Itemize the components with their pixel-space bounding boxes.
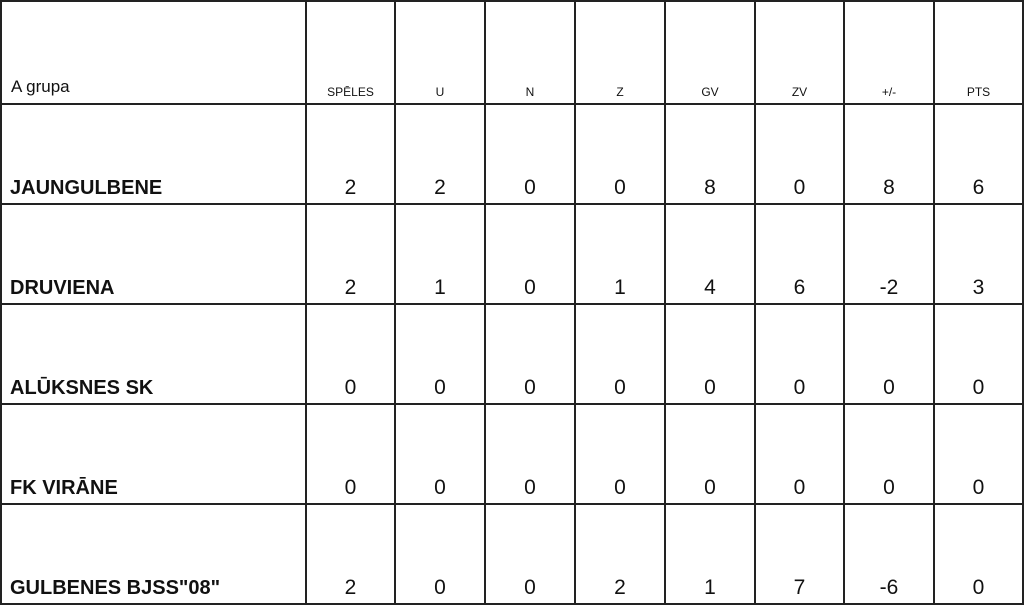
stat-cell: 1 xyxy=(664,503,756,605)
stat-cell: 2 xyxy=(574,503,666,605)
stat-cell: 0 xyxy=(484,303,576,405)
stat-cell: 0 xyxy=(574,403,666,505)
team-name: DRUVIENA xyxy=(0,203,307,305)
stat-cell: 0 xyxy=(933,403,1024,505)
stat-cell: 0 xyxy=(843,403,935,505)
stat-cell: 0 xyxy=(574,303,666,405)
team-name: ALŪKSNES SK xyxy=(0,303,307,405)
stat-cell: 0 xyxy=(754,103,845,205)
stat-cell: 0 xyxy=(484,403,576,505)
team-name: FK VIRĀNE xyxy=(0,403,307,505)
column-header-games: SPĒLES xyxy=(305,0,396,105)
table-row: GULBENES BJSS"08" 2 0 0 2 1 7 -6 0 xyxy=(0,503,1024,605)
stat-cell: 4 xyxy=(664,203,756,305)
stat-cell: 0 xyxy=(305,303,396,405)
stat-cell: 0 xyxy=(843,303,935,405)
stat-cell: 0 xyxy=(394,403,486,505)
table-row: ALŪKSNES SK 0 0 0 0 0 0 0 0 xyxy=(0,303,1024,405)
stat-cell: 0 xyxy=(754,403,845,505)
stat-cell: 8 xyxy=(843,103,935,205)
stat-cell: 2 xyxy=(305,103,396,205)
stat-cell: 3 xyxy=(933,203,1024,305)
group-label: A grupa xyxy=(0,0,307,105)
stat-cell: 0 xyxy=(484,203,576,305)
stat-cell: 8 xyxy=(664,103,756,205)
column-header-draws: N xyxy=(484,0,576,105)
stat-cell: 0 xyxy=(394,303,486,405)
column-header-points: PTS xyxy=(933,0,1024,105)
stat-cell: 0 xyxy=(484,103,576,205)
stat-cell: 0 xyxy=(664,403,756,505)
stat-cell: 0 xyxy=(484,503,576,605)
column-header-goals-for: GV xyxy=(664,0,756,105)
header-row: A grupa SPĒLES U N Z GV ZV +/- PTS xyxy=(0,0,1024,105)
stat-cell: 0 xyxy=(574,103,666,205)
stat-cell: 0 xyxy=(933,503,1024,605)
stat-cell: 0 xyxy=(305,403,396,505)
stat-cell: 0 xyxy=(754,303,845,405)
stat-cell: 2 xyxy=(305,203,396,305)
stat-cell: 1 xyxy=(394,203,486,305)
table-row: JAUNGULBENE 2 2 0 0 8 0 8 6 xyxy=(0,103,1024,205)
stat-cell: 0 xyxy=(394,503,486,605)
stat-cell: -6 xyxy=(843,503,935,605)
column-header-wins: U xyxy=(394,0,486,105)
stat-cell: 2 xyxy=(305,503,396,605)
stat-cell: 6 xyxy=(933,103,1024,205)
column-header-goal-difference: +/- xyxy=(843,0,935,105)
stat-cell: 7 xyxy=(754,503,845,605)
stat-cell: 0 xyxy=(933,303,1024,405)
table-row: FK VIRĀNE 0 0 0 0 0 0 0 0 xyxy=(0,403,1024,505)
stat-cell: 0 xyxy=(664,303,756,405)
column-header-goals-against: ZV xyxy=(754,0,845,105)
column-header-losses: Z xyxy=(574,0,666,105)
team-name: GULBENES BJSS"08" xyxy=(0,503,307,605)
stat-cell: 2 xyxy=(394,103,486,205)
stat-cell: 6 xyxy=(754,203,845,305)
stat-cell: -2 xyxy=(843,203,935,305)
stat-cell: 1 xyxy=(574,203,666,305)
team-name: JAUNGULBENE xyxy=(0,103,307,205)
table-row: DRUVIENA 2 1 0 1 4 6 -2 3 xyxy=(0,203,1024,305)
